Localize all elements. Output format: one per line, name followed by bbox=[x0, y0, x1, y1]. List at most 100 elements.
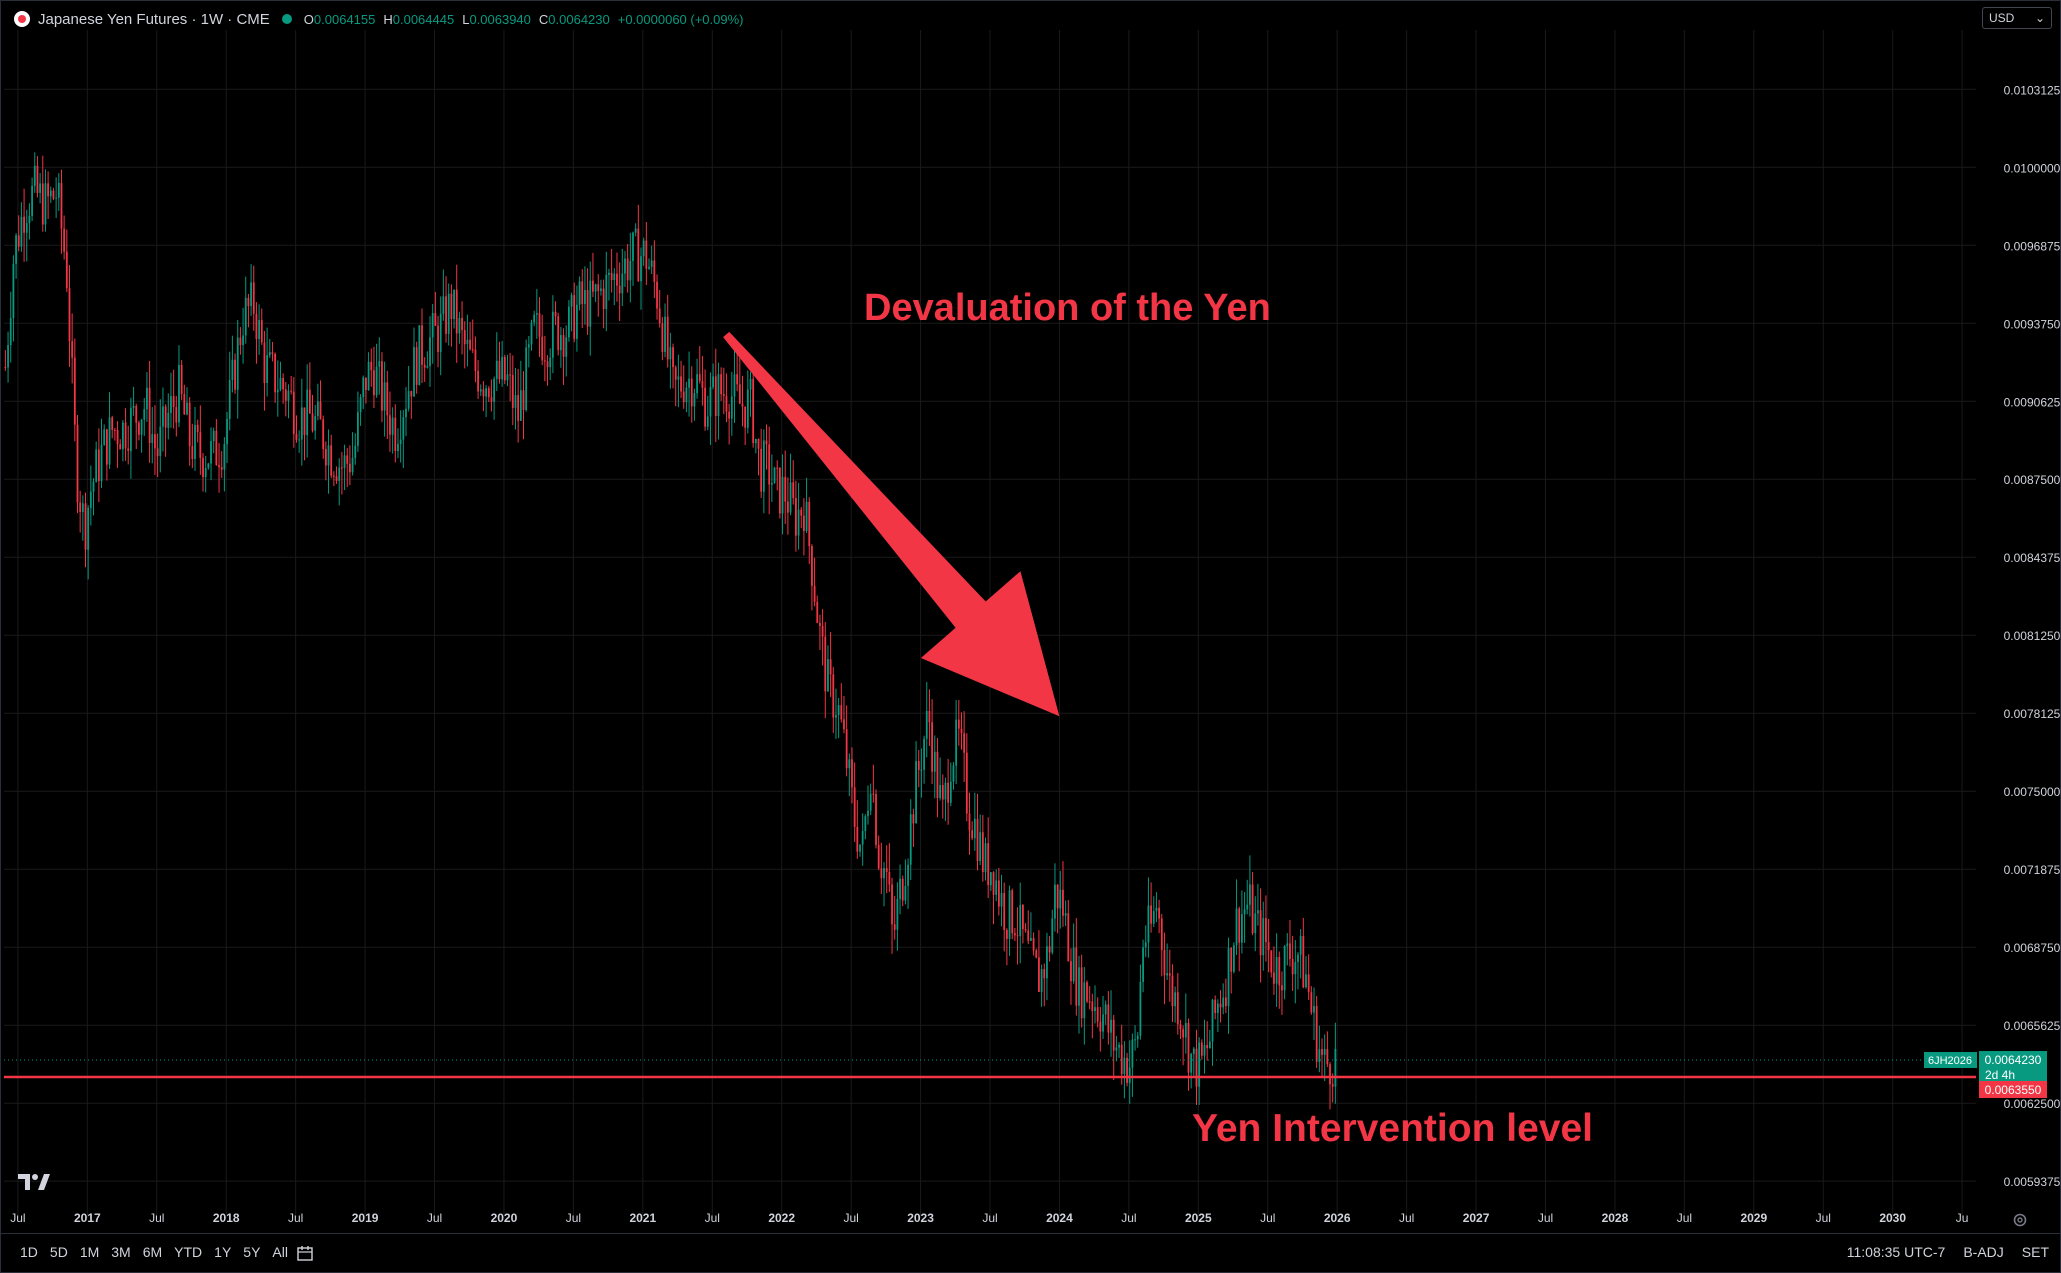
candle-body bbox=[172, 396, 175, 407]
calendar-icon[interactable] bbox=[296, 1244, 314, 1262]
candle-body bbox=[439, 313, 442, 353]
candle-body bbox=[407, 391, 410, 409]
candle-body bbox=[522, 390, 525, 410]
candle-body bbox=[346, 455, 349, 464]
candle-body bbox=[415, 347, 418, 385]
candle-body bbox=[389, 415, 391, 435]
candle-body bbox=[757, 439, 760, 449]
candle-body bbox=[378, 361, 381, 367]
candle-body bbox=[666, 316, 669, 360]
candle-body bbox=[765, 440, 768, 445]
candle-body bbox=[789, 482, 792, 513]
candles bbox=[4, 152, 1337, 1110]
range-button-1d[interactable]: 1D bbox=[20, 1244, 38, 1260]
candle-body bbox=[1126, 1057, 1128, 1083]
candle-body bbox=[600, 288, 602, 291]
candle-body bbox=[1040, 969, 1043, 993]
candle-body bbox=[840, 705, 843, 720]
y-tick-label: 0.0087500 bbox=[2004, 473, 2061, 487]
candle-body bbox=[616, 273, 618, 286]
change-value: +0.0000060 (+0.09%) bbox=[617, 11, 744, 27]
candle-body bbox=[204, 467, 207, 478]
candle-body bbox=[1192, 1048, 1195, 1054]
x-tick-label: Jul bbox=[705, 1211, 720, 1225]
range-button-1y[interactable]: 1Y bbox=[214, 1244, 232, 1260]
x-tick-label: 2027 bbox=[1463, 1211, 1490, 1225]
adjustment-toggle[interactable]: B-ADJ bbox=[1963, 1244, 2004, 1260]
candle-body bbox=[247, 297, 250, 307]
candle-body bbox=[752, 378, 755, 444]
settings-gear-icon[interactable] bbox=[2012, 1212, 2028, 1228]
range-button-5d[interactable]: 5D bbox=[49, 1244, 68, 1260]
candle-body bbox=[1294, 962, 1297, 975]
candle-body bbox=[963, 733, 966, 753]
candle-body bbox=[896, 898, 899, 930]
candle-body bbox=[768, 444, 771, 485]
candle-body bbox=[835, 714, 837, 718]
candle-body bbox=[856, 826, 859, 852]
x-tick-label: Jul bbox=[427, 1211, 442, 1225]
range-button-3m[interactable]: 3M bbox=[111, 1244, 131, 1260]
candle-body bbox=[495, 360, 498, 379]
candle-body bbox=[1035, 950, 1038, 958]
candle-body bbox=[399, 439, 402, 444]
x-tick-label: Ju bbox=[1956, 1211, 1969, 1225]
candle-body bbox=[941, 784, 944, 800]
symbol-title[interactable]: Japanese Yen Futures · 1W · CME bbox=[38, 10, 270, 28]
x-tick-label: 2022 bbox=[768, 1211, 795, 1225]
candle-body bbox=[162, 406, 164, 427]
candle-body bbox=[445, 296, 447, 334]
candle-body bbox=[140, 419, 143, 435]
candle-body bbox=[421, 325, 423, 365]
candle-body bbox=[992, 872, 995, 895]
candle-body bbox=[1315, 1006, 1318, 1062]
candle-body bbox=[883, 868, 885, 879]
candle-body bbox=[653, 260, 656, 282]
range-button-5y[interactable]: 5Y bbox=[243, 1244, 261, 1260]
candle-body bbox=[811, 546, 813, 586]
candle-body bbox=[434, 313, 437, 326]
candle-body bbox=[306, 389, 309, 436]
clock-time[interactable]: 11:08:35 UTC-7 bbox=[1846, 1244, 1946, 1260]
candle-body bbox=[1011, 890, 1014, 934]
candle-body bbox=[533, 314, 536, 323]
candle-body bbox=[156, 448, 159, 457]
x-axis: Jul 2017 Jul 2018 Jul 2019 Jul 2020 Jul 2021 Jul 20… bbox=[10, 1211, 1968, 1225]
candle-body bbox=[282, 377, 285, 390]
range-button-1m[interactable]: 1M bbox=[79, 1244, 100, 1260]
candle-body bbox=[12, 263, 15, 319]
candle-body bbox=[477, 370, 479, 392]
candle-body bbox=[442, 296, 445, 314]
candle-body bbox=[1297, 954, 1299, 963]
candle-body bbox=[1270, 950, 1273, 973]
candle-body bbox=[682, 391, 685, 403]
candle-body bbox=[44, 183, 47, 225]
candle-body bbox=[1038, 957, 1040, 993]
currency-selector[interactable]: USD ⌄ bbox=[1982, 7, 2052, 29]
candle-body bbox=[199, 432, 202, 458]
candle-body bbox=[479, 389, 482, 392]
candle-body bbox=[805, 501, 808, 532]
candle-body bbox=[20, 216, 23, 247]
candle-body bbox=[340, 467, 343, 469]
session-toggle[interactable]: SET bbox=[2021, 1244, 2049, 1260]
candle-body bbox=[314, 416, 317, 431]
candle-body bbox=[191, 445, 194, 459]
candle-body bbox=[1246, 904, 1249, 910]
candle-body bbox=[453, 289, 455, 320]
candle-body bbox=[952, 765, 955, 782]
candle-body bbox=[816, 601, 819, 623]
tradingview-logo-icon[interactable] bbox=[18, 1172, 50, 1192]
candle-body bbox=[613, 273, 616, 281]
candle-body bbox=[1329, 1064, 1331, 1085]
range-button-all[interactable]: All bbox=[272, 1244, 288, 1260]
candle-body bbox=[1176, 992, 1179, 1025]
candle-body bbox=[1182, 1029, 1185, 1038]
price-chart[interactable]: 0.0103125 0.0100000 0.0096875 0.0093750 0.00… bbox=[0, 0, 2061, 1233]
range-button-ytd[interactable]: YTD bbox=[174, 1244, 203, 1260]
candle-body bbox=[1067, 913, 1070, 962]
candle-body bbox=[487, 388, 490, 398]
candle-body bbox=[1254, 913, 1257, 934]
range-button-6m[interactable]: 6M bbox=[142, 1244, 163, 1260]
candle-body bbox=[7, 344, 9, 368]
